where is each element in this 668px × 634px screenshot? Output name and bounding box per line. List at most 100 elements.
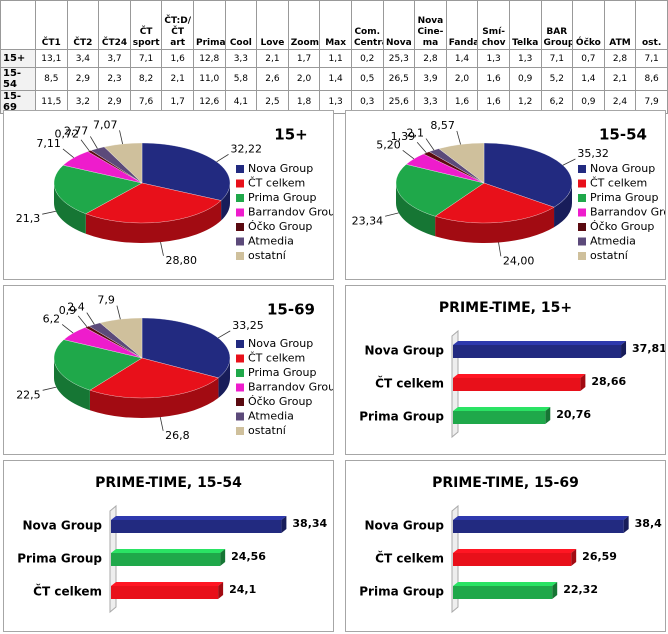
legend-label: Atmedia bbox=[248, 235, 294, 248]
leader-line bbox=[217, 330, 231, 339]
legend-swatch bbox=[578, 194, 586, 202]
legend-label: Prima Group bbox=[590, 191, 658, 204]
chart: PRIME-TIME, 15+ Nova Group 37,81 ČT celkem 2… bbox=[359, 300, 667, 439]
chart-title: 15-69 bbox=[267, 301, 315, 319]
pie-slice bbox=[434, 182, 555, 224]
table-cell: 2,0 bbox=[287, 67, 321, 91]
legend-swatch bbox=[236, 383, 244, 392]
table-cell: 1,3 bbox=[477, 49, 510, 68]
legend-label: Prima Group bbox=[248, 366, 316, 379]
slice-side bbox=[435, 207, 555, 244]
table-cell: 2,1 bbox=[603, 67, 637, 91]
column-header: ost. bbox=[635, 0, 668, 50]
category-label: ČT celkem bbox=[33, 584, 102, 599]
category-label: Prima Group bbox=[359, 410, 444, 424]
chart-title: 15-54 bbox=[599, 126, 647, 144]
data-label: 32,22 bbox=[231, 142, 263, 155]
bar-end bbox=[623, 516, 629, 533]
bar-end bbox=[571, 549, 577, 566]
column-header: ATM bbox=[603, 0, 637, 50]
bar-top bbox=[453, 516, 629, 520]
pie-slice bbox=[395, 164, 485, 217]
data-label: 37,81 bbox=[632, 342, 665, 355]
category-label: ČT celkem bbox=[375, 376, 444, 391]
table-cell: 2,1 bbox=[256, 49, 289, 68]
column-header: Prima bbox=[192, 0, 226, 50]
table-cell: 13,1 bbox=[35, 49, 68, 68]
table-cell: 26,5 bbox=[382, 67, 416, 91]
bar-end bbox=[220, 549, 226, 566]
share-table: ČT1 ČT2 ČT24 ČT sport ČT:D/ ČT art Prima Cool L… bbox=[0, 0, 668, 114]
table-cell: 25,3 bbox=[382, 49, 416, 68]
column-header: Nova Cine-ma bbox=[414, 0, 447, 50]
legend-swatch bbox=[578, 165, 586, 173]
leader-line bbox=[119, 130, 124, 145]
slice-side bbox=[89, 377, 219, 418]
table-cell: 0,9 bbox=[508, 67, 542, 91]
table-row: 15+ 13,1 3,4 3,7 7,1 1,6 12,8 3,3 2,1 1,7 1,1 0,2 25… bbox=[0, 49, 668, 68]
table-cell: 1,3 bbox=[508, 49, 542, 68]
chart-title: PRIME-TIME, 15-69 bbox=[432, 475, 579, 491]
category-label: Nova Group bbox=[364, 519, 444, 533]
legend-swatch bbox=[578, 252, 586, 260]
table-cell: 1,1 bbox=[319, 49, 352, 68]
table-cell: 3,3 bbox=[224, 49, 258, 68]
legend-label: Óčko Group bbox=[248, 220, 312, 233]
column-header: ČT2 bbox=[66, 0, 100, 50]
slice-side bbox=[554, 183, 572, 228]
bar-end bbox=[552, 582, 558, 599]
chart: 15+ 32,22 28,80 21,3 7,110,722,77 7,07 Nova Gr… bbox=[16, 118, 342, 267]
column-header: ČT24 bbox=[98, 0, 131, 50]
slice-side bbox=[396, 183, 436, 237]
pie-slice bbox=[85, 182, 222, 224]
chart: 15-54 35,32 24,00 23,34 5,201,392,1 8,57 Nova … bbox=[352, 119, 668, 267]
legend-label: Barrandov Group bbox=[590, 206, 665, 219]
data-label: 28,80 bbox=[165, 254, 197, 267]
legend-label: ostatní bbox=[248, 424, 287, 437]
legend-label: Nova Group bbox=[248, 337, 313, 350]
leader-line bbox=[498, 242, 502, 257]
table-cell: 11,0 bbox=[192, 67, 226, 91]
legend-swatch bbox=[236, 208, 244, 217]
data-label: 20,76 bbox=[556, 408, 591, 421]
slice-side bbox=[54, 183, 86, 234]
bar bbox=[453, 411, 546, 424]
data-label: 22,32 bbox=[563, 583, 598, 596]
slice-side bbox=[54, 358, 90, 411]
column-header: Zoom bbox=[287, 0, 321, 50]
leader-line bbox=[61, 324, 74, 334]
bar bbox=[111, 553, 221, 566]
legend-swatch bbox=[236, 223, 244, 231]
table-cell: 2,6 bbox=[256, 67, 289, 91]
data-label: 0,72 bbox=[55, 128, 80, 141]
column-header: Fanda bbox=[445, 0, 479, 50]
bar bbox=[111, 520, 282, 533]
column-header: Nova bbox=[382, 0, 416, 50]
table-cell: 1,7 bbox=[287, 49, 321, 68]
slice-side bbox=[218, 358, 230, 398]
leader-line bbox=[77, 315, 88, 328]
chart-panel: PRIME-TIME, 15-54 Nova Group 38,34 Prima Gr… bbox=[3, 460, 334, 632]
pie-slice bbox=[53, 339, 143, 391]
leader-line bbox=[385, 212, 399, 217]
bar bbox=[453, 553, 572, 566]
leader-line bbox=[86, 312, 95, 325]
slice-side bbox=[85, 200, 222, 243]
chart: PRIME-TIME, 15-69 Nova Group 38,4 ČT celkem… bbox=[359, 475, 662, 614]
column-header: Love bbox=[256, 0, 289, 50]
legend-label: Óčko Group bbox=[248, 395, 312, 408]
data-label: 23,34 bbox=[352, 214, 384, 227]
bar-end bbox=[281, 516, 287, 533]
data-label: 24,56 bbox=[231, 550, 266, 563]
pie-slice bbox=[99, 317, 143, 359]
table-cell: 1,4 bbox=[319, 67, 352, 91]
table-cell: 0,5 bbox=[350, 67, 384, 91]
legend-label: ČT celkem bbox=[248, 352, 305, 365]
leader-line bbox=[42, 210, 56, 215]
leader-line bbox=[80, 139, 90, 152]
table-cell: 1,6 bbox=[161, 49, 194, 68]
chart-panel: PRIME-TIME, 15+ Nova Group 37,81 ČT celkem 2… bbox=[345, 285, 667, 455]
header-row: ČT1 ČT2 ČT24 ČT sport ČT:D/ ČT art Prima Cool L… bbox=[0, 0, 668, 50]
data-label: 22,5 bbox=[16, 388, 41, 401]
